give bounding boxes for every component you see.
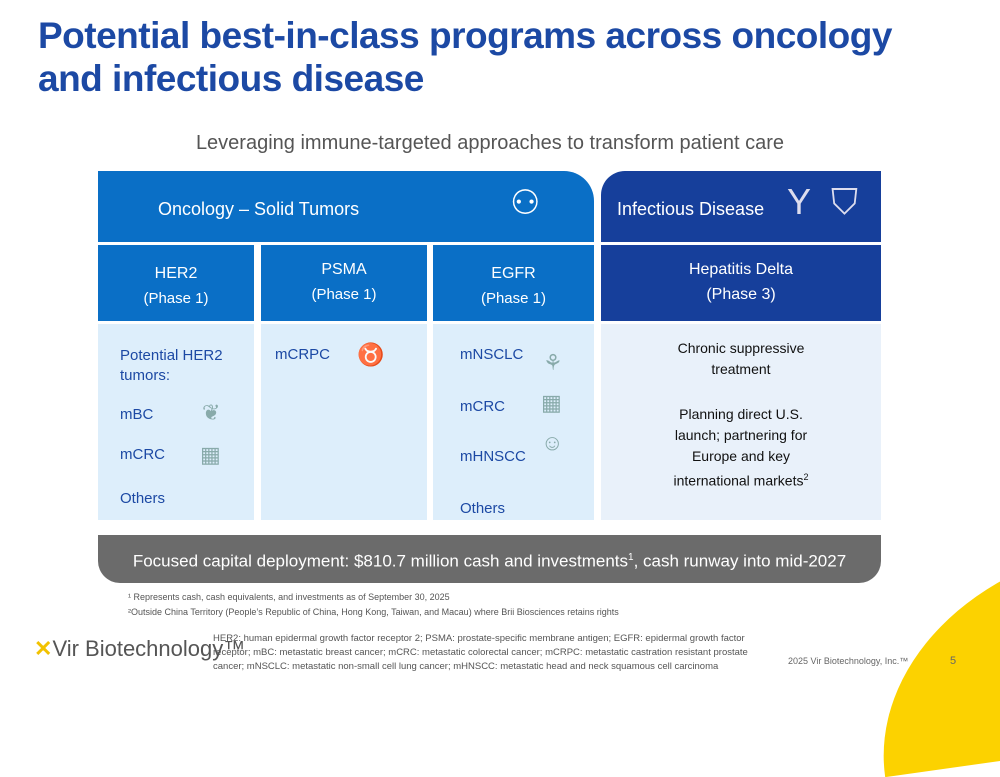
infectious-header-label: Infectious Disease (617, 199, 765, 219)
subtitle: Leveraging immune-targeted approaches to… (195, 132, 785, 154)
vir-logo: ✕Vir Biotechnology™ (34, 636, 246, 661)
copyright: 2025 Vir Biotechnology, Inc.™ (788, 656, 909, 666)
footnote-1: ¹ Represents cash, cash equivalents, and… (128, 592, 450, 602)
program-name: Hepatitis Delta (688, 261, 794, 278)
egfr-indications: mNSCLC ⚘ mCRC ▦ mHNSCC ☺ Others (433, 324, 594, 520)
antibody-icon: Y (787, 181, 812, 222)
head-neck-icon: ☺ (541, 430, 564, 455)
her2-intro: Potential HER2 tumors: (120, 347, 223, 384)
program-phase: (Phase 3) (706, 286, 776, 303)
breast-icon: ❦ (202, 400, 221, 425)
prostate-icon: ♉ (357, 342, 385, 367)
program-name: PSMA (321, 261, 367, 278)
indication: Others (120, 490, 166, 507)
lungs-icon: ⚘ (543, 350, 563, 375)
program-her2: HER2 (Phase 1) (98, 245, 254, 321)
abbreviations: HER2: human epidermal growth factor rece… (213, 633, 748, 672)
program-name: HER2 (154, 265, 198, 282)
program-egfr: EGFR (Phase 1) (433, 245, 594, 321)
infectious-header: Infectious Disease Y ⛉ (601, 171, 881, 242)
her2-indications: Potential HER2 tumors: mBC ❦ mCRC ▦ Othe… (98, 324, 254, 520)
colon-icon: ▦ (541, 390, 562, 415)
page-title: Potential best-in-class programs across … (38, 15, 892, 99)
treatment-note: Chronic suppressive treatment (677, 340, 805, 377)
virus-shield-icon: ⛉ (831, 181, 859, 222)
program-phase: (Phase 1) (480, 290, 547, 307)
capital-deployment-banner: Focused capital deployment: $810.7 milli… (98, 535, 881, 583)
program-hepatitis-delta: Hepatitis Delta (Phase 3) (601, 245, 881, 321)
launch-note: Planning direct U.S. launch; partnering … (673, 406, 809, 489)
indication: mCRC (120, 446, 165, 463)
program-psma: PSMA (Phase 1) (261, 245, 427, 321)
indication: Others (460, 500, 506, 517)
psma-indications: mCRPC ♉ (261, 324, 427, 520)
program-phase: (Phase 1) (311, 286, 377, 303)
hepatitis-delta-details: Chronic suppressive treatment Planning d… (601, 324, 881, 520)
footnote-2: ²Outside China Territory (People’s Repub… (128, 607, 619, 617)
program-phase: (Phase 1) (143, 290, 209, 307)
indication: mCRPC (275, 346, 330, 363)
oncology-header-label: Oncology – Solid Tumors (158, 199, 360, 219)
logo-mark-icon: ✕ (34, 636, 53, 661)
indication: mHNSCC (460, 448, 526, 465)
indication: mNSCLC (460, 346, 524, 363)
oncology-header: Oncology – Solid Tumors ⚇ (98, 171, 594, 242)
program-name: EGFR (491, 265, 536, 282)
colon-icon: ▦ (200, 442, 221, 467)
page-number: 5 (950, 655, 957, 667)
indication: mBC (120, 406, 154, 423)
tumor-cells-icon: ⚇ (510, 184, 541, 222)
indication: mCRC (460, 398, 505, 415)
